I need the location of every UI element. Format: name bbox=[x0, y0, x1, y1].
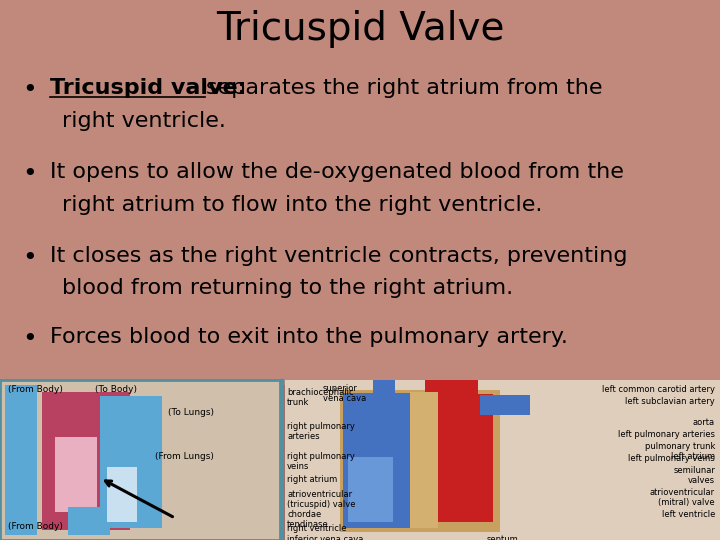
Text: left subclavian artery: left subclavian artery bbox=[625, 397, 715, 406]
Text: It closes as the right ventricle contracts, preventing: It closes as the right ventricle contrac… bbox=[50, 246, 628, 266]
Text: atrioventricular
(mitral) valve: atrioventricular (mitral) valve bbox=[650, 488, 715, 507]
Bar bbox=[5, 385, 37, 535]
Bar bbox=[410, 392, 438, 528]
Text: blood from returning to the right atrium.: blood from returning to the right atrium… bbox=[62, 279, 513, 299]
Text: left atrium: left atrium bbox=[671, 452, 715, 461]
Text: It opens to allow the de-oxygenated blood from the: It opens to allow the de-oxygenated bloo… bbox=[50, 162, 624, 182]
Text: Tricuspid Valve: Tricuspid Valve bbox=[216, 10, 504, 48]
Bar bbox=[0, 380, 280, 540]
Text: septum: septum bbox=[486, 535, 518, 540]
Bar bbox=[373, 380, 395, 432]
Text: aorta: aorta bbox=[693, 418, 715, 427]
Text: (To Body): (To Body) bbox=[95, 385, 137, 394]
Text: (From Body): (From Body) bbox=[8, 385, 63, 394]
Bar bbox=[433, 394, 493, 522]
Text: •: • bbox=[22, 327, 37, 350]
Bar bbox=[107, 467, 137, 522]
Text: (From Lungs): (From Lungs) bbox=[155, 452, 214, 461]
Text: (To Lungs): (To Lungs) bbox=[168, 408, 214, 417]
Text: atrioventricular
(tricuspid) valve: atrioventricular (tricuspid) valve bbox=[287, 490, 356, 509]
Bar bbox=[425, 380, 455, 430]
Text: separates the right atrium from the: separates the right atrium from the bbox=[206, 78, 603, 98]
Text: right ventricle.: right ventricle. bbox=[62, 111, 226, 131]
Text: right pulmonary
veins: right pulmonary veins bbox=[287, 452, 355, 471]
Bar bbox=[340, 390, 500, 532]
Bar bbox=[450, 380, 478, 425]
Bar bbox=[0, 0, 720, 385]
Bar bbox=[343, 393, 413, 528]
Text: Forces blood to exit into the pulmonary artery.: Forces blood to exit into the pulmonary … bbox=[50, 327, 568, 347]
Bar bbox=[55, 437, 97, 512]
Text: •: • bbox=[22, 162, 37, 186]
Text: left pulmonary veins: left pulmonary veins bbox=[629, 454, 715, 463]
Text: inferior vena cava: inferior vena cava bbox=[287, 535, 364, 540]
Text: (From Body): (From Body) bbox=[8, 522, 63, 531]
Bar bbox=[480, 395, 530, 415]
Text: brachiocephalic
trunk: brachiocephalic trunk bbox=[287, 388, 354, 407]
Text: left common carotid artery: left common carotid artery bbox=[602, 385, 715, 394]
Text: •: • bbox=[22, 246, 37, 269]
Text: right pulmonary
arteries: right pulmonary arteries bbox=[287, 422, 355, 441]
Text: left pulmonary arteries: left pulmonary arteries bbox=[618, 430, 715, 439]
Bar bbox=[348, 457, 393, 522]
Bar bbox=[285, 380, 720, 540]
Text: right atrium to flow into the right ventricle.: right atrium to flow into the right vent… bbox=[62, 195, 542, 215]
Text: pulmonary trunk: pulmonary trunk bbox=[644, 442, 715, 451]
Text: •: • bbox=[22, 78, 37, 102]
Text: right atrium: right atrium bbox=[287, 475, 337, 484]
Text: Tricuspid valve:: Tricuspid valve: bbox=[50, 78, 246, 98]
Text: superior
vena cava: superior vena cava bbox=[323, 384, 366, 403]
Text: semilunar
valves: semilunar valves bbox=[673, 466, 715, 485]
Text: left ventricle: left ventricle bbox=[662, 510, 715, 519]
Bar bbox=[42, 392, 130, 530]
Text: chordae
tendinase: chordae tendinase bbox=[287, 510, 329, 529]
Bar bbox=[68, 507, 110, 535]
Bar bbox=[100, 396, 162, 528]
Text: right ventricle: right ventricle bbox=[287, 524, 346, 533]
